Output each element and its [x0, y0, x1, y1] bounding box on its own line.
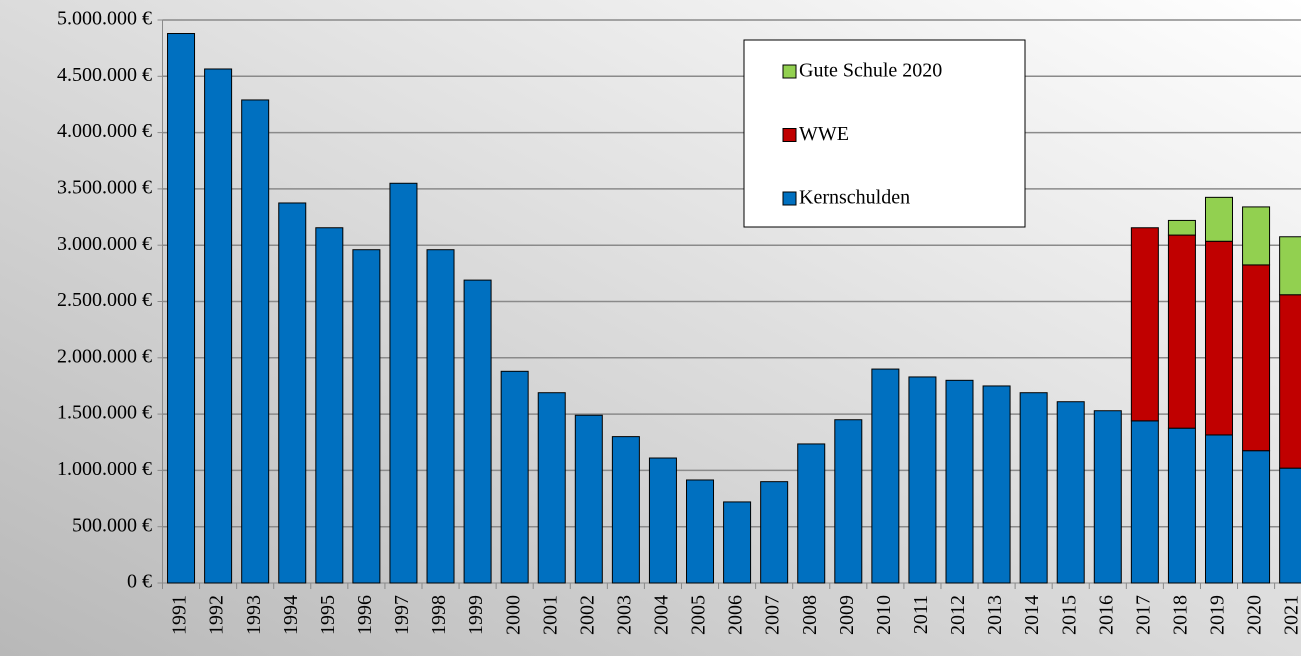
bar-segment	[1242, 206, 1271, 266]
bar-segment	[797, 443, 826, 584]
bar-segment	[1204, 434, 1233, 584]
x-tick-label: 1996	[354, 595, 376, 635]
x-tick-label: 1997	[391, 595, 413, 635]
x-tick-label: 2014	[1021, 595, 1043, 635]
x-tick-label: 2010	[873, 595, 895, 635]
bar-segment	[1242, 264, 1271, 452]
y-tick-label: 4.500.000 €	[57, 64, 152, 86]
x-tick-label: 2007	[762, 595, 784, 635]
legend-swatch	[782, 64, 797, 79]
x-tick-label: 2004	[651, 595, 673, 635]
bar-segment	[723, 501, 752, 584]
x-tick-label: 1993	[243, 595, 265, 635]
bar-segment	[500, 370, 529, 584]
bar-segment	[1130, 420, 1159, 584]
bar-segment	[1130, 227, 1159, 422]
x-tick-label: 2002	[576, 595, 598, 635]
bar-segment	[686, 479, 715, 584]
x-tick-label: 2000	[502, 595, 524, 635]
x-tick-label: 2017	[1132, 595, 1154, 635]
x-tick-label: 2021	[1281, 595, 1301, 635]
x-tick-label: 2008	[799, 595, 821, 635]
bar-segment	[537, 392, 566, 584]
bar-segment	[908, 376, 937, 584]
y-tick-label: 0 €	[127, 571, 152, 593]
bar-segment	[352, 249, 381, 584]
y-tick-label: 2.000.000 €	[57, 345, 152, 367]
bar-segment	[204, 68, 233, 584]
x-tick-label: 2018	[1170, 595, 1192, 635]
bar-segment	[389, 182, 418, 584]
bar-segment	[463, 279, 492, 584]
legend-swatch	[782, 128, 797, 142]
bar-segment	[648, 457, 677, 584]
x-tick-label: 2005	[688, 595, 710, 635]
x-tick-label: 2016	[1095, 595, 1117, 635]
x-tick-label: 2003	[613, 595, 635, 635]
x-tick-label: 2001	[539, 595, 561, 635]
x-tick-label: 2012	[947, 595, 969, 635]
bar-segment	[167, 33, 196, 584]
bar-segment	[1167, 219, 1196, 236]
x-tick-label: 1995	[317, 595, 339, 635]
bar-segment	[1204, 240, 1233, 436]
bar-segment	[1279, 236, 1301, 296]
bar-segment	[760, 481, 789, 584]
bar-segment	[426, 249, 455, 584]
bar-segment	[315, 227, 344, 584]
x-tick-label: 1992	[206, 595, 228, 635]
y-tick-label: 4.000.000 €	[57, 120, 152, 142]
bar-segment	[611, 436, 640, 584]
bar-segment	[241, 99, 270, 584]
y-tick-label: 3.500.000 €	[57, 176, 152, 198]
x-tick-label: 1991	[169, 595, 191, 635]
bar-segment	[1019, 392, 1048, 584]
bar-segment	[1056, 401, 1085, 584]
bar-segment	[1204, 196, 1233, 242]
x-tick-label: 2006	[725, 595, 747, 635]
bar-segment	[982, 385, 1011, 584]
x-tick-label: 2011	[910, 595, 932, 634]
bar-segment	[834, 419, 863, 584]
bar-segment	[1242, 450, 1271, 584]
legend-label: Kernschulden	[799, 187, 910, 209]
x-tick-label: 1994	[280, 595, 302, 635]
bar-segment	[1167, 427, 1196, 584]
y-tick-label: 1.500.000 €	[57, 402, 152, 424]
x-tick-label: 2015	[1058, 595, 1080, 635]
y-tick-label: 2.500.000 €	[57, 289, 152, 311]
bar-segment	[945, 379, 974, 584]
bar-segment	[574, 414, 603, 584]
bar-segment	[1279, 467, 1301, 584]
x-tick-label: 2020	[1244, 595, 1266, 635]
bar-segment	[871, 368, 900, 584]
y-tick-label: 500.000 €	[72, 514, 152, 536]
bar-segment	[1279, 294, 1301, 469]
x-tick-label: 1999	[465, 595, 487, 635]
legend-label: Gute Schule 2020	[799, 60, 942, 82]
y-tick-label: 1.000.000 €	[57, 458, 152, 480]
legend-label: WWE	[799, 123, 849, 145]
x-tick-label: 2019	[1207, 595, 1229, 635]
legend-swatch	[782, 191, 797, 206]
y-tick-label: 5.000.000 €	[57, 8, 152, 30]
x-tick-label: 2013	[984, 595, 1006, 635]
bar-segment	[1167, 234, 1196, 429]
bar-segment	[278, 202, 307, 584]
bar-segment	[1093, 410, 1122, 584]
y-tick-label: 3.000.000 €	[57, 233, 152, 255]
x-tick-label: 2009	[836, 595, 858, 635]
x-tick-label: 1998	[428, 595, 450, 635]
